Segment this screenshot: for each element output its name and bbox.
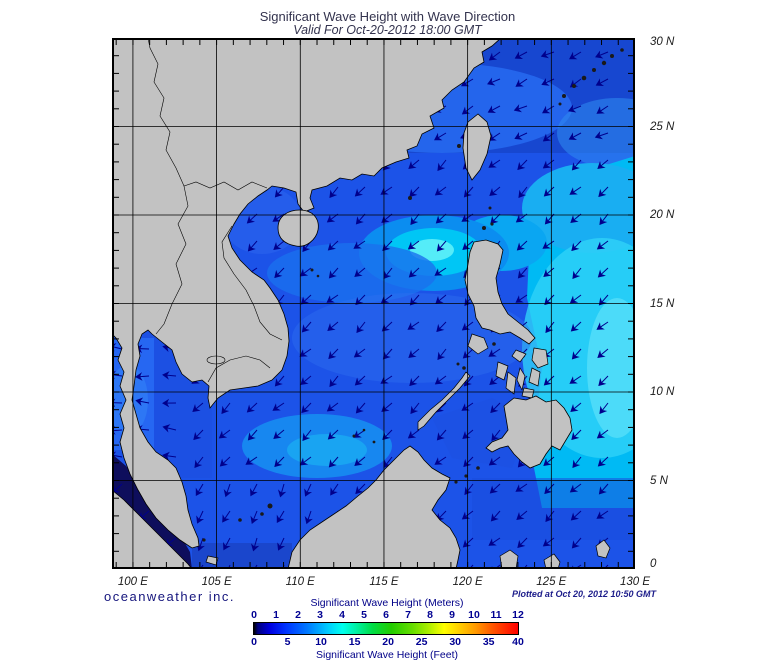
land-hainan — [277, 209, 319, 247]
country-borders — [147, 38, 283, 383]
feet-tick-label: 25 — [415, 636, 428, 648]
land-sulawesi — [499, 549, 519, 569]
y-axis-label: 30 N — [650, 36, 675, 48]
meters-tick-label: 9 — [449, 609, 455, 621]
y-axis-label: 20 N — [650, 209, 675, 221]
feet-tick-label: 15 — [348, 636, 361, 648]
land-mindoro — [467, 333, 489, 355]
x-axis-label: 120 E — [452, 576, 483, 588]
land-bohol — [521, 387, 535, 399]
page-title: Significant Wave Height with Wave Direct… — [259, 9, 516, 24]
meters-tick-label: 11 — [490, 609, 502, 621]
feet-tick-label: 40 — [512, 636, 524, 648]
meters-tick-label: 5 — [361, 609, 367, 621]
meters-tick-label: 7 — [405, 609, 411, 621]
y-axis-label: 5 N — [650, 474, 668, 487]
x-axis-label: 130 E — [619, 576, 651, 588]
legend-feet-title: Significant Wave Height (Feet) — [315, 649, 458, 661]
plotted-timestamp: Plotted at Oct 20, 2012 10:50 GMT — [511, 589, 656, 599]
meters-tick-label: 10 — [468, 609, 480, 621]
land-masbate — [511, 349, 527, 363]
land-cebu — [516, 367, 526, 392]
map-canvas — [112, 38, 635, 569]
land-masses — [112, 38, 624, 569]
land-sumatra — [112, 489, 193, 569]
wave-height-map — [112, 38, 635, 569]
land-palawan — [417, 371, 471, 431]
meters-tick-label: 1 — [273, 609, 279, 621]
meters-tick-label: 3 — [317, 609, 323, 621]
x-axis-label: 110 E — [285, 576, 315, 588]
meters-tick-label: 8 — [427, 609, 433, 621]
legend-feet-ticks: 0 5 10 15 20 25 30 35 40 — [251, 636, 524, 649]
feet-tick-label: 0 — [251, 636, 257, 648]
feet-tick-label: 20 — [382, 636, 394, 648]
meters-tick-label: 0 — [251, 609, 257, 621]
y-axis-label: 25 N — [650, 120, 675, 133]
land-negros — [505, 371, 517, 395]
legend-meters-ticks: 0 1 2 3 4 5 6 7 8 9 10 11 12 — [251, 609, 524, 622]
feet-tick-label: 35 — [482, 636, 495, 648]
meters-tick-label: 4 — [339, 609, 345, 621]
x-axis-label: 105 E — [201, 576, 232, 588]
land-samar — [531, 347, 549, 369]
land-bangka — [205, 555, 219, 566]
feet-tick-label: 5 — [284, 636, 291, 648]
x-axis-label: 125 E — [536, 576, 567, 588]
tonle-sap-lake — [206, 355, 226, 365]
land-borneo — [287, 445, 461, 569]
feet-tick-label: 10 — [315, 636, 327, 648]
map-frame — [112, 38, 635, 569]
valid-time-subtitle: Valid For Oct-20-2012 18:00 GMT — [293, 23, 482, 37]
y-axis-label: 0 — [650, 558, 657, 570]
meters-tick-label: 2 — [295, 609, 301, 621]
small-islands — [202, 48, 624, 542]
oceanweather-logo-text: oceanweather inc. — [104, 589, 236, 604]
legend-colorbar — [253, 622, 519, 635]
graticule-grid — [112, 38, 635, 569]
land-taiwan — [462, 113, 492, 181]
land-asia-mainland — [112, 38, 502, 549]
legend-meters-title: Significant Wave Height (Meters) — [310, 597, 464, 609]
land-mindanao — [485, 395, 573, 469]
y-axis-label: 10 N — [650, 386, 675, 398]
meters-tick-label: 6 — [383, 609, 389, 621]
degree-ticks — [114, 40, 633, 567]
land-leyte — [528, 367, 541, 387]
land-halmahera — [595, 539, 611, 559]
y-axis-label: 15 N — [650, 297, 675, 310]
x-axis-label: 100 E — [117, 576, 148, 588]
x-axis-label: 115 E — [369, 576, 399, 588]
land-panay — [495, 361, 509, 381]
feet-tick-label: 30 — [449, 636, 461, 648]
meters-tick-label: 12 — [512, 609, 524, 621]
